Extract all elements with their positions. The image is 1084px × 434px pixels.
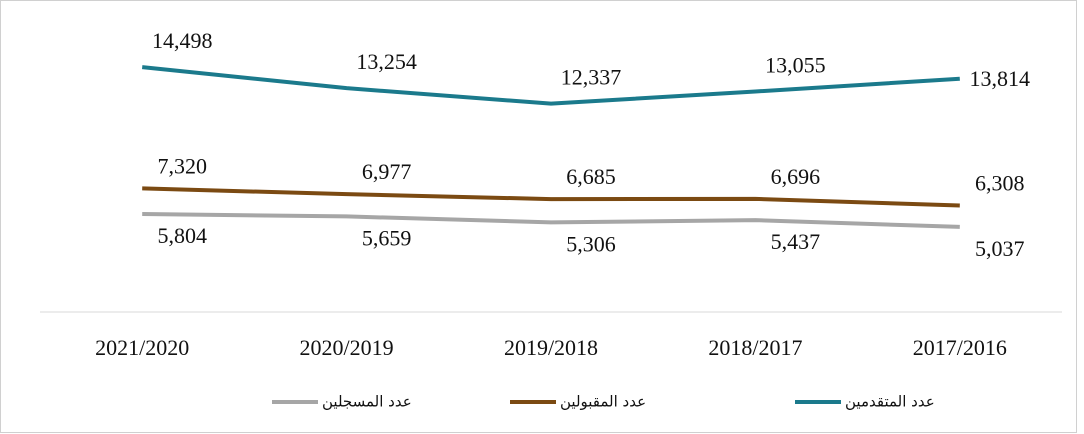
series-line bbox=[142, 186, 960, 208]
data-label: 13,254 bbox=[356, 49, 417, 74]
data-label: 5,437 bbox=[771, 229, 821, 254]
data-label: 14,498 bbox=[152, 28, 213, 53]
data-label: 5,804 bbox=[157, 223, 207, 248]
data-label: 6,696 bbox=[771, 164, 821, 189]
series-line bbox=[141, 65, 960, 106]
x-tick-label: 2021/2020 bbox=[95, 335, 189, 360]
legend-label: عدد المقبولين bbox=[560, 393, 646, 411]
data-label: 6,977 bbox=[362, 159, 412, 184]
legend-label: عدد المتقدمين bbox=[845, 393, 935, 411]
data-label: 5,306 bbox=[566, 231, 616, 256]
data-label: 12,337 bbox=[561, 65, 622, 90]
x-tick-label: 2020/2019 bbox=[300, 335, 394, 360]
data-label: 13,055 bbox=[765, 53, 826, 78]
data-label: 7,320 bbox=[157, 153, 207, 178]
data-label: 6,685 bbox=[566, 164, 616, 189]
data-label: 6,308 bbox=[975, 171, 1025, 196]
x-tick-label: 2019/2018 bbox=[504, 335, 598, 360]
series-line bbox=[142, 211, 960, 229]
x-tick-label: 2018/2017 bbox=[708, 335, 802, 360]
x-tick-label: 2017/2016 bbox=[913, 335, 1007, 360]
data-label: 5,037 bbox=[975, 236, 1025, 261]
legend-label: عدد المسجلين bbox=[322, 393, 412, 411]
data-label: 13,814 bbox=[970, 66, 1031, 91]
data-label: 5,659 bbox=[362, 225, 412, 250]
